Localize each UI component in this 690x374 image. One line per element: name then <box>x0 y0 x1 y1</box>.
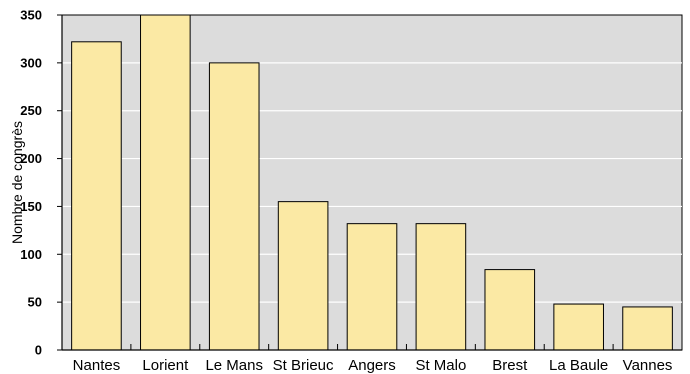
y-tick-label: 250 <box>20 103 42 118</box>
x-tick-label: Angers <box>348 357 396 374</box>
bar-st-malo <box>415 223 467 351</box>
y-tick-label: 50 <box>28 295 42 310</box>
x-tick-label: Brest <box>492 357 528 374</box>
bars <box>71 14 673 351</box>
x-tick-labels: Nantes Lorient Le Mans St Brieuc Angers St Ma… <box>73 344 673 374</box>
bar-nantes <box>71 41 122 351</box>
x-tick-label: Lorient <box>142 357 189 374</box>
y-tick-label: 300 <box>20 55 42 70</box>
y-tick-label: 200 <box>20 151 42 166</box>
bar-le-mans <box>208 62 260 351</box>
y-tick-label: 150 <box>20 199 42 214</box>
y-tick-label: 350 <box>20 8 42 23</box>
bar-brest <box>484 269 536 351</box>
bar-angers <box>346 223 398 351</box>
x-tick-label: St Malo <box>415 357 466 374</box>
y-axis-title: Nombre de congrès <box>9 121 25 244</box>
bar-la-baule <box>553 303 604 351</box>
x-tick-label: La Baule <box>549 357 608 374</box>
y-tick-labels: 0 50 100 150 200 250 300 350 <box>20 8 62 358</box>
y-tick-label: 100 <box>20 247 42 262</box>
bar-vannes <box>622 306 673 351</box>
bar-lorient <box>140 14 191 351</box>
x-tick-label: Vannes <box>623 357 673 374</box>
bar-st-brieuc <box>277 201 329 351</box>
y-tick-label: 0 <box>35 343 42 358</box>
x-tick-label: Le Mans <box>205 357 263 374</box>
x-tick-label: St Brieuc <box>273 357 334 374</box>
x-tick-label: Nantes <box>73 357 121 374</box>
